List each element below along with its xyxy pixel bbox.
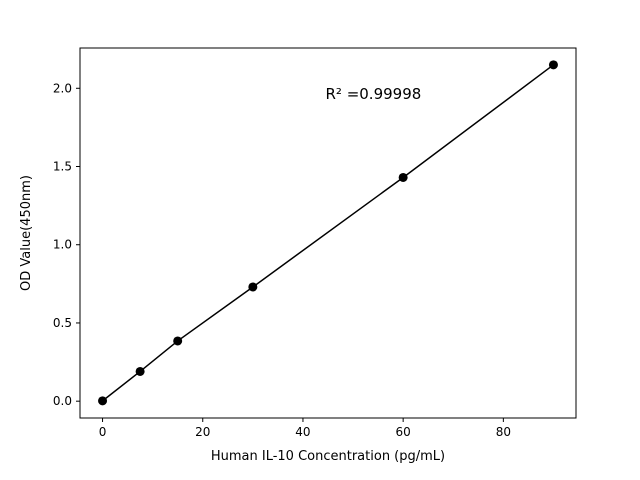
y-tick-label: 0.0 [53,394,72,408]
plot-area: 0 20 40 60 80 0.0 0.5 1.0 1.5 2.0 [53,47,577,439]
x-axis-label: Human IL-10 Concentration (pg/mL) [211,449,445,464]
data-point [248,282,258,292]
data-point [173,336,183,346]
y-tick-label: 0.5 [53,316,72,330]
y-tick-label: 1.0 [53,238,72,252]
x-tick-label: 20 [195,425,210,439]
data-point [135,366,145,376]
axes-frame [79,47,577,419]
r-squared-annotation: R² =0.99998 [325,85,421,103]
y-tick-label: 2.0 [53,81,72,95]
fit-line [102,64,554,402]
data-point [98,396,108,406]
data-point [398,172,408,182]
x-tick-label: 80 [496,425,511,439]
x-tick-label: 0 [99,425,107,439]
x-tick-label: 40 [295,425,310,439]
y-tick-label: 1.5 [53,160,72,174]
data-point [548,60,558,70]
x-tick-label: 60 [396,425,411,439]
y-axis-label: OD Value(450nm) [19,175,34,291]
